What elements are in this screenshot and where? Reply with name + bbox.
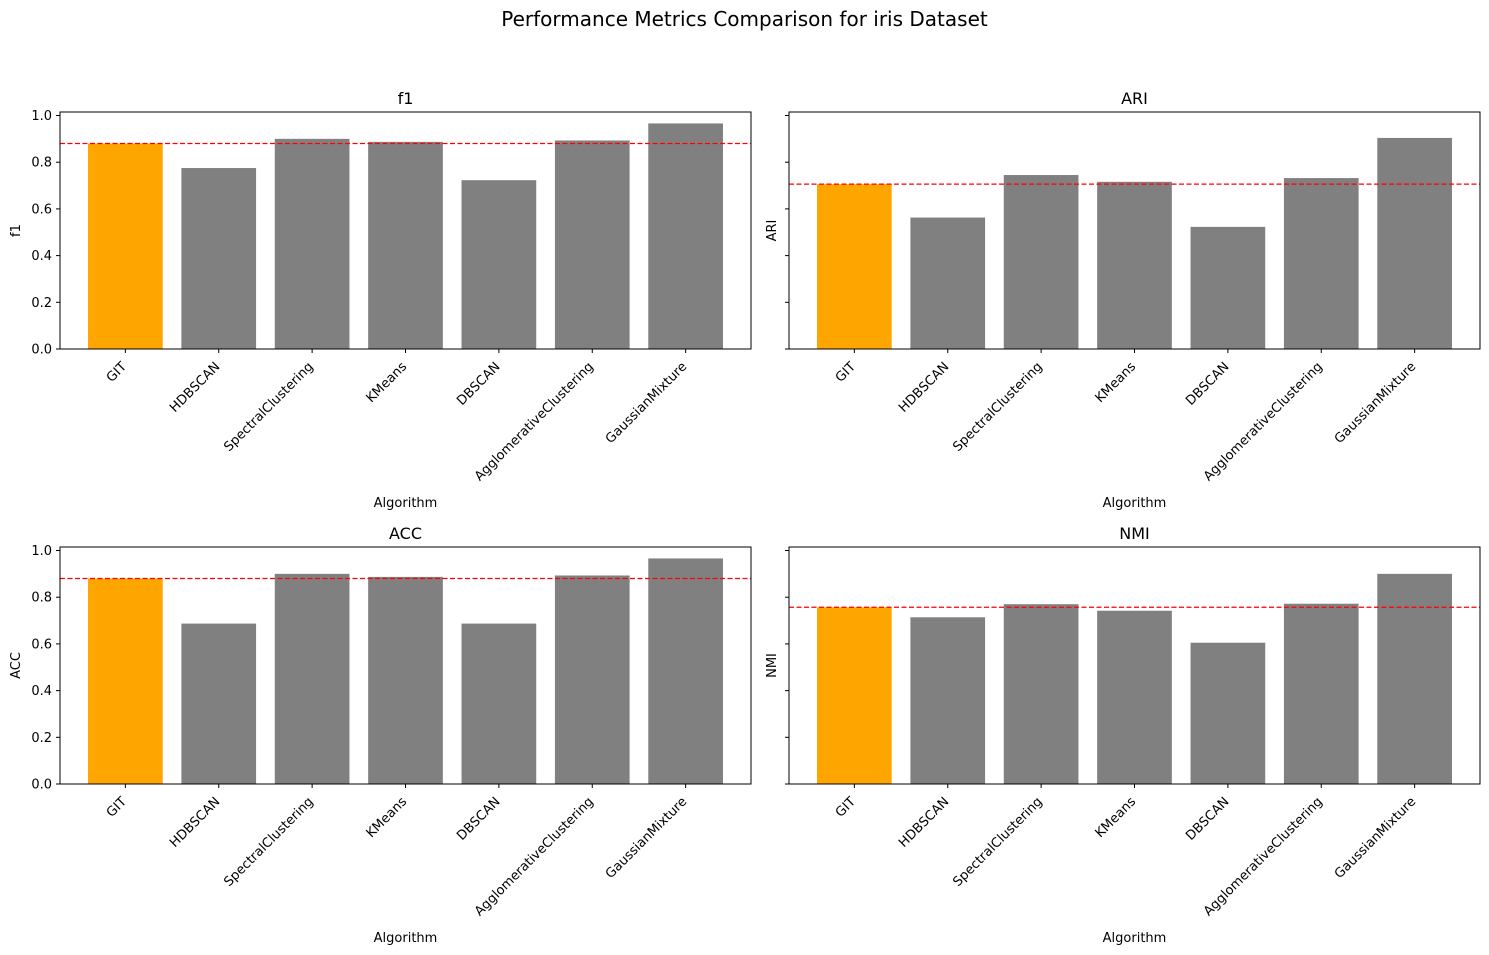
x-tick-label: KMeans: [1093, 794, 1140, 841]
x-tick-label: HDBSCAN: [167, 359, 223, 415]
x-tick-label: DBSCAN: [1183, 359, 1232, 408]
x-tick-label: SpectralClustering: [950, 794, 1045, 889]
subplot-acc: 0.0 0.2 0.4 0.6 0.8 1.0 GIT HDBSCANSpectralClus…: [9, 524, 752, 946]
y-tick-label: 0.8: [31, 591, 52, 606]
y-tick-label: 0.8: [31, 156, 52, 171]
bar-git: [88, 143, 163, 349]
x-tick-label: GaussianMixture: [603, 794, 690, 881]
x-tick-label: DBSCAN: [454, 794, 503, 843]
y-tick-label: 1.0: [31, 109, 52, 124]
bar-dbscan: [461, 623, 537, 784]
subplot-f1: 0.0 0.2 0.4 0.6 0.8 1.0 GIT HDBSCANSpectralClus…: [9, 89, 752, 511]
y-axis-label: ARI: [765, 220, 780, 242]
x-tick-label: GIT: [833, 794, 859, 820]
x-tick-label: HDBSCAN: [896, 359, 952, 415]
x-axis-label: Algorithm: [1103, 496, 1167, 511]
y-tick-label: 0.6: [31, 637, 52, 652]
subplot-title: ARI: [1121, 89, 1148, 108]
bar-git: [817, 607, 892, 784]
x-tick-label: GIT: [833, 359, 859, 385]
bar-gaussianmixture: [1377, 137, 1452, 349]
bar-dbscan: [461, 180, 537, 349]
x-tick-label: DBSCAN: [454, 359, 503, 408]
bar-kmeans: [1097, 610, 1172, 784]
x-tick-label: KMeans: [364, 794, 411, 841]
y-tick-label: 0.6: [31, 202, 52, 217]
bar-spectralclustering: [274, 573, 350, 784]
x-tick-label: KMeans: [1093, 359, 1140, 406]
subplot-title: f1: [398, 89, 414, 108]
x-axis-label: Algorithm: [1103, 931, 1167, 946]
bar-hdbscan: [910, 217, 986, 349]
bar-agglomerativeclustering: [554, 140, 630, 349]
x-tick-label: SpectralClustering: [221, 359, 316, 454]
bar-dbscan: [1190, 642, 1266, 784]
bar-dbscan: [1190, 226, 1266, 349]
y-axis-label: NMI: [765, 653, 780, 678]
x-tick-label: HDBSCAN: [167, 794, 223, 850]
bar-gaussianmixture: [648, 123, 723, 349]
bar-hdbscan: [181, 168, 257, 349]
x-tick-label: GIT: [104, 794, 130, 820]
bar-git: [88, 578, 163, 784]
bar-kmeans: [1097, 181, 1172, 349]
y-tick-label: 0.0: [31, 343, 52, 358]
subplot-title: ACC: [389, 524, 422, 543]
bar-agglomerativeclustering: [554, 575, 630, 784]
y-tick-label: 0.2: [31, 296, 52, 311]
x-axis-label: Algorithm: [374, 496, 438, 511]
bar-gaussianmixture: [648, 558, 723, 784]
x-tick-label: HDBSCAN: [896, 794, 952, 850]
y-tick-label: 1.0: [31, 544, 52, 559]
x-axis-label: Algorithm: [374, 931, 438, 946]
y-axis-label: ACC: [9, 652, 24, 679]
x-tick-label: GIT: [104, 359, 130, 385]
x-tick-label: DBSCAN: [1183, 794, 1232, 843]
bar-kmeans: [368, 576, 443, 784]
bar-git: [817, 184, 892, 349]
y-tick-label: 0.4: [31, 684, 52, 699]
y-tick-label: 0.0: [31, 778, 52, 793]
bar-agglomerativeclustering: [1283, 603, 1359, 784]
figure-suptitle: Performance Metrics Comparison for iris …: [501, 7, 988, 31]
x-tick-label: SpectralClustering: [950, 359, 1045, 454]
x-tick-label: GaussianMixture: [603, 359, 690, 446]
subplot-title: NMI: [1119, 524, 1150, 543]
bar-kmeans: [368, 141, 443, 349]
x-tick-label: GaussianMixture: [1332, 359, 1419, 446]
bar-gaussianmixture: [1377, 573, 1452, 784]
bar-spectralclustering: [1003, 604, 1079, 784]
y-tick-label: 0.2: [31, 731, 52, 746]
bar-hdbscan: [910, 617, 986, 784]
x-tick-label: SpectralClustering: [221, 794, 316, 889]
x-tick-label: KMeans: [364, 359, 411, 406]
y-axis-label: f1: [9, 224, 24, 237]
y-tick-label: 0.4: [31, 249, 52, 264]
bar-agglomerativeclustering: [1283, 178, 1359, 349]
bar-spectralclustering: [274, 138, 350, 349]
bar-hdbscan: [181, 623, 257, 784]
x-tick-label: GaussianMixture: [1332, 794, 1419, 881]
bar-spectralclustering: [1003, 175, 1079, 349]
